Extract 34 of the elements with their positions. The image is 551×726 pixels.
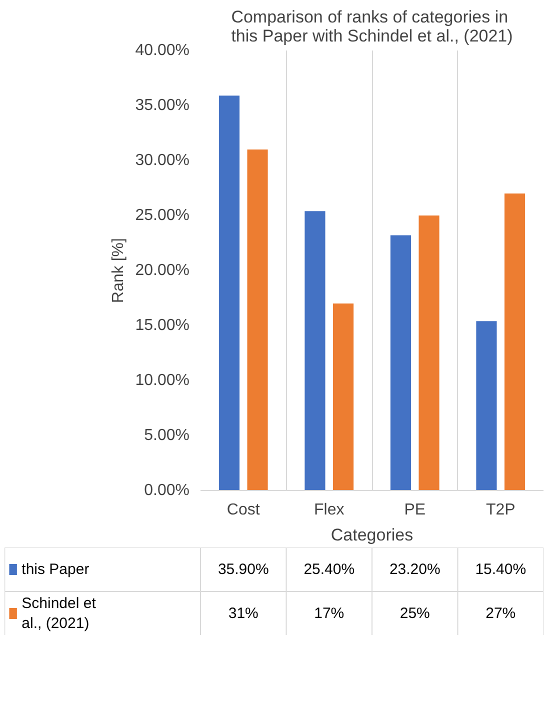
data-label: 25%	[400, 605, 430, 622]
y-tick-label: 25.00%	[135, 207, 190, 224]
data-label: 35.90%	[218, 561, 269, 578]
y-tick-label: 20.00%	[135, 262, 190, 279]
y-tick-label: 10.00%	[135, 372, 190, 389]
bar	[390, 235, 412, 490]
bar	[476, 321, 497, 490]
x-tick-label: Flex	[314, 502, 344, 518]
data-label: 27%	[486, 605, 516, 622]
bar	[332, 304, 354, 490]
bar	[247, 150, 268, 490]
bar	[218, 96, 240, 490]
data-label: 25.40%	[304, 561, 355, 578]
y-tick-label: 35.00%	[135, 97, 190, 114]
bar	[504, 194, 526, 490]
bar	[418, 216, 440, 490]
y-tick-label: 40.00%	[135, 42, 190, 59]
data-label: 31%	[228, 605, 258, 622]
data-label: 17%	[314, 605, 344, 622]
y-tick-label: 15.00%	[135, 317, 190, 334]
x-tick-label: PE	[404, 502, 426, 518]
chart-title: Comparison of ranks of categories in this Paper with Schindel et al., (2021)	[231, 8, 513, 46]
y-tick-label: 5.00%	[144, 427, 190, 444]
data-label: 15.40%	[475, 561, 526, 578]
y-tick-label: 0.00%	[144, 482, 190, 499]
x-tick-label: Cost	[226, 502, 260, 518]
legend-label: Schindel et al., (2021)	[22, 594, 97, 632]
x-tick-label: T2P	[486, 502, 516, 518]
data-label: 23.20%	[389, 561, 440, 578]
legend-label: this Paper	[22, 561, 90, 578]
bar	[304, 211, 326, 490]
y-axis-title: Rank [%]	[110, 238, 128, 303]
y-tick-label: 30.00%	[135, 152, 190, 169]
x-axis-title: Categories	[330, 526, 414, 544]
